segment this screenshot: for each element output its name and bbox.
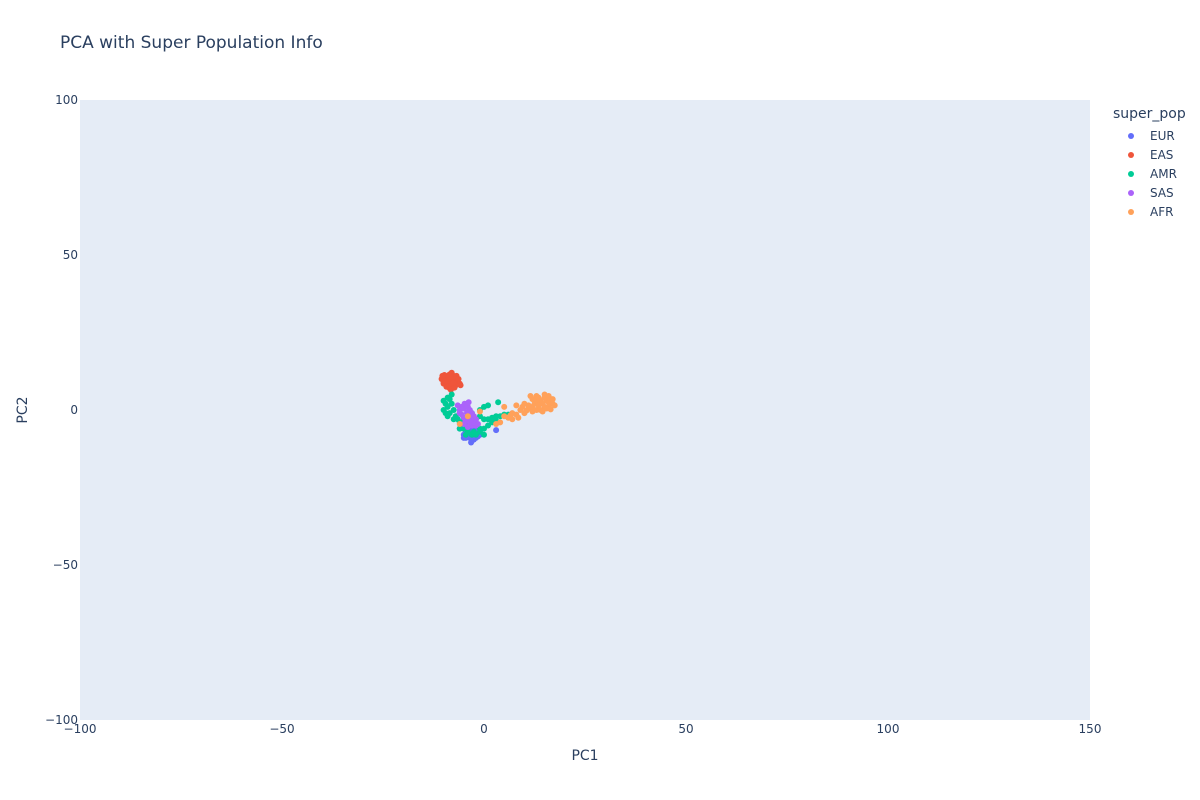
legend-marker-amr bbox=[1128, 170, 1134, 177]
data-point-afr bbox=[529, 408, 536, 415]
data-point-afr bbox=[476, 408, 483, 415]
x-axis-title: PC1 bbox=[571, 748, 598, 764]
data-point-amr bbox=[481, 425, 487, 432]
data-point-afr bbox=[527, 393, 534, 400]
y-tick-label: −100 bbox=[45, 713, 78, 727]
y-axis-ticks: −100 −50 0 50 100 bbox=[45, 93, 78, 727]
data-point-sas bbox=[458, 411, 465, 418]
data-point-sas bbox=[464, 424, 471, 431]
data-point-sas bbox=[454, 402, 461, 409]
y-tick-label: 0 bbox=[70, 403, 78, 417]
legend: super_pop EUR EAS AMR SAS AFR bbox=[1113, 106, 1195, 221]
data-point-eas bbox=[451, 384, 458, 391]
data-point-eas bbox=[439, 372, 446, 379]
data-point-eas bbox=[457, 382, 464, 389]
data-point-amr bbox=[444, 394, 451, 401]
x-tick-label: −100 bbox=[64, 722, 97, 736]
data-point-afr bbox=[547, 406, 554, 413]
legend-marker-sas bbox=[1128, 189, 1134, 196]
data-point-eas bbox=[450, 379, 457, 386]
data-point-afr bbox=[533, 393, 540, 400]
data-point-amr bbox=[450, 407, 457, 413]
data-point-amr bbox=[446, 410, 453, 417]
data-point-amr bbox=[470, 428, 477, 435]
data-point-amr bbox=[448, 400, 455, 407]
y-tick-label: 100 bbox=[55, 93, 78, 107]
legend-item-afr[interactable]: AFR bbox=[1113, 202, 1195, 221]
legend-marker-eas bbox=[1128, 151, 1134, 158]
scatter-points bbox=[438, 369, 558, 446]
data-point-amr bbox=[450, 416, 457, 423]
x-tick-label: −50 bbox=[269, 722, 294, 736]
y-axis-title: PC2 bbox=[15, 396, 31, 423]
legend-item-eas[interactable]: EAS bbox=[1113, 145, 1195, 164]
data-point-sas bbox=[474, 420, 481, 427]
legend-label-eas: EAS bbox=[1150, 147, 1174, 162]
legend-marker-eur bbox=[1128, 132, 1134, 139]
legend-label-amr: AMR bbox=[1150, 166, 1177, 181]
x-tick-label: 0 bbox=[480, 722, 488, 736]
data-point-amr bbox=[444, 403, 451, 410]
data-point-amr bbox=[485, 402, 492, 409]
data-point-amr bbox=[448, 391, 455, 398]
legend-item-eur[interactable]: EUR bbox=[1113, 126, 1195, 145]
data-point-eur bbox=[493, 427, 500, 434]
legend-marker-afr bbox=[1128, 208, 1134, 215]
data-point-afr bbox=[464, 413, 471, 420]
legend-item-amr[interactable]: AMR bbox=[1113, 164, 1195, 183]
data-point-amr bbox=[462, 431, 469, 438]
x-tick-label: 150 bbox=[1079, 722, 1102, 736]
legend-label-eur: EUR bbox=[1150, 128, 1175, 143]
data-point-afr bbox=[535, 402, 542, 409]
x-axis-ticks: −100 −50 0 50 100 150 bbox=[64, 722, 1102, 736]
data-point-eas bbox=[442, 378, 449, 385]
data-point-afr bbox=[549, 396, 556, 403]
legend-item-sas[interactable]: SAS bbox=[1113, 183, 1195, 202]
data-point-afr bbox=[515, 414, 522, 421]
data-point-afr bbox=[539, 408, 546, 415]
x-tick-label: 100 bbox=[877, 722, 900, 736]
chart-title: PCA with Super Population Info bbox=[60, 33, 323, 53]
data-point-eur bbox=[468, 439, 475, 446]
y-tick-label: 50 bbox=[63, 248, 78, 262]
plot-area bbox=[80, 100, 1090, 720]
series-afr bbox=[456, 391, 558, 427]
x-tick-label: 50 bbox=[678, 722, 693, 736]
data-point-afr bbox=[523, 407, 530, 414]
data-point-afr bbox=[501, 403, 508, 410]
data-point-eas bbox=[446, 373, 453, 380]
y-tick-label: −50 bbox=[53, 558, 78, 572]
data-point-eas bbox=[455, 376, 462, 382]
legend-label-afr: AFR bbox=[1150, 204, 1174, 219]
data-point-amr bbox=[456, 425, 463, 432]
data-point-amr bbox=[495, 399, 502, 406]
data-point-afr bbox=[551, 402, 558, 409]
data-point-amr bbox=[476, 413, 483, 420]
series-eas bbox=[438, 369, 464, 393]
data-point-afr bbox=[519, 403, 526, 410]
legend-label-sas: SAS bbox=[1150, 185, 1174, 200]
data-point-afr bbox=[545, 393, 552, 400]
data-point-sas bbox=[465, 399, 472, 406]
data-point-amr bbox=[481, 431, 487, 438]
legend-title: super_pop bbox=[1113, 106, 1186, 122]
data-point-afr bbox=[456, 420, 463, 427]
data-point-afr bbox=[513, 402, 520, 409]
data-point-afr bbox=[507, 412, 514, 419]
data-point-amr bbox=[485, 422, 492, 429]
data-point-afr bbox=[493, 420, 500, 427]
